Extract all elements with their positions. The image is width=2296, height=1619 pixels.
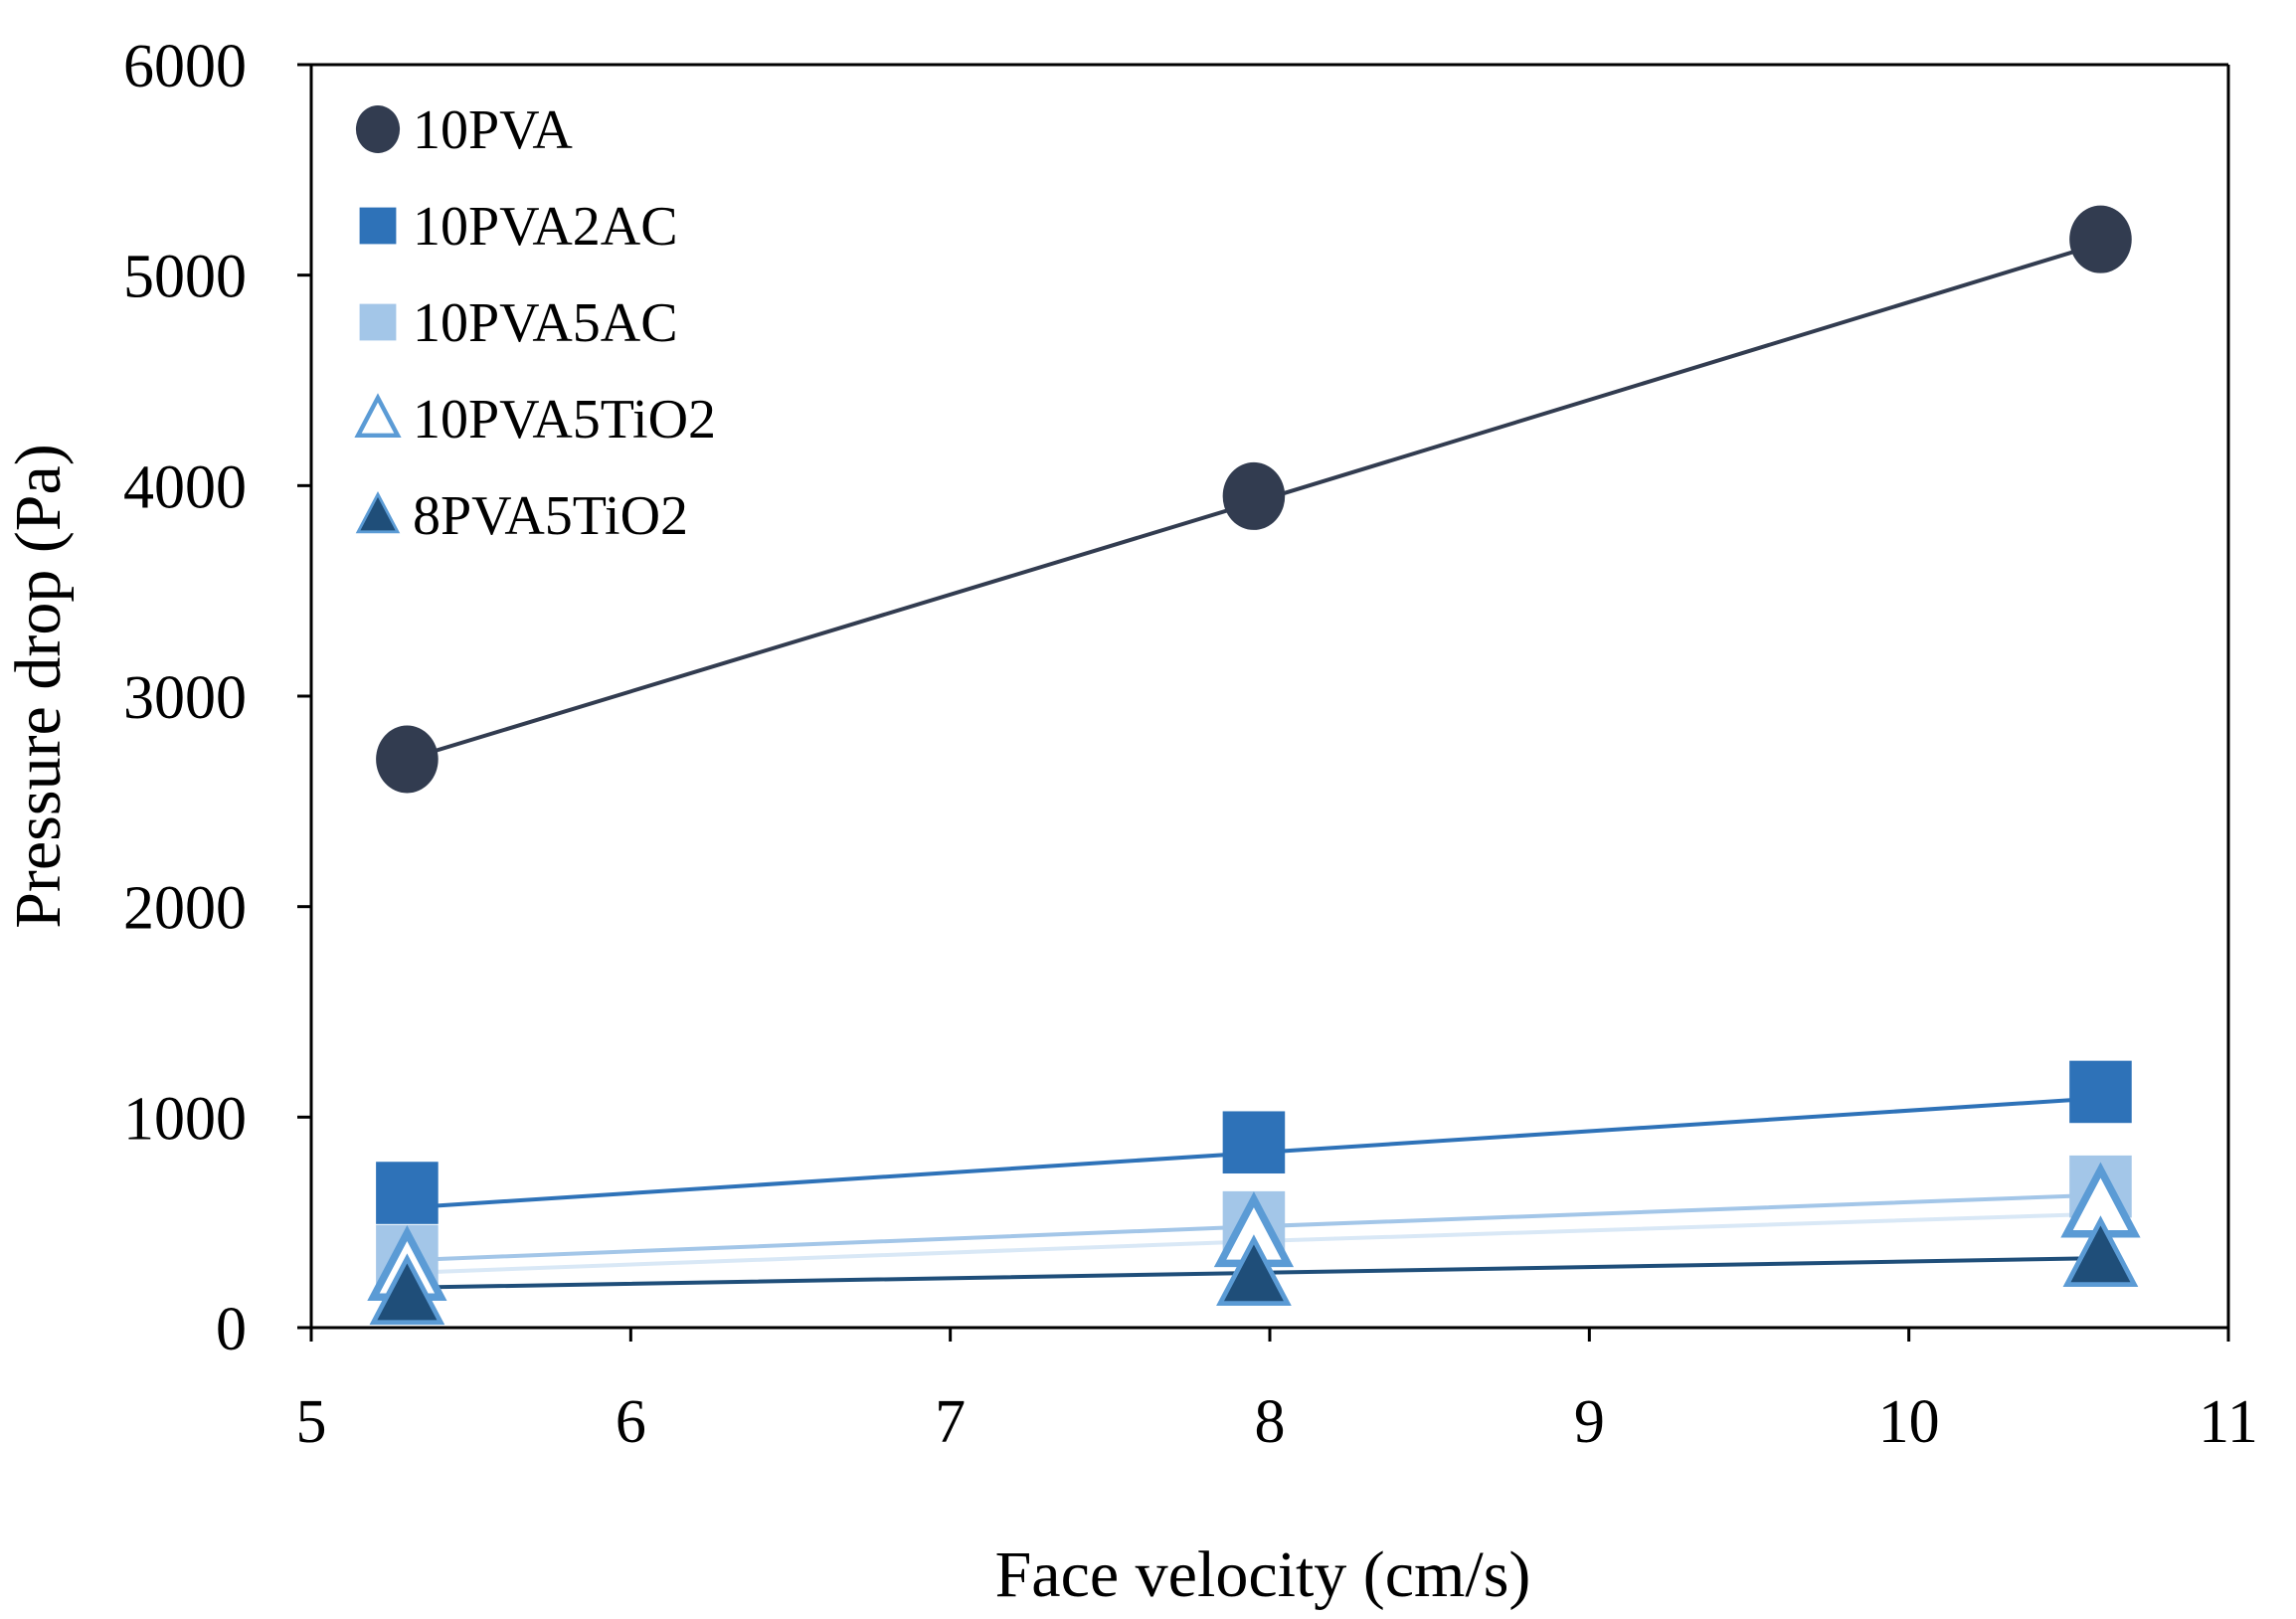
x-tick-label: 6 (616, 1388, 646, 1456)
data-point-8PVA5TiO2 (1216, 1234, 1292, 1307)
data-point-10PVA2AC (376, 1162, 439, 1224)
y-tick-label: 2000 (123, 875, 247, 943)
x-tick-label: 10 (1878, 1388, 1940, 1456)
x-tick-label: 7 (935, 1388, 966, 1456)
legend-label: 10PVA2AC (413, 196, 678, 258)
data-point-8PVA5TiO2 (369, 1253, 445, 1326)
legend-marker-10PVA (355, 105, 401, 153)
y-tick-label: 5000 (123, 244, 247, 311)
data-point-10PVA2AC (1222, 1111, 1286, 1174)
y-ticks: 0 1000 2000 3000 4000 5000 6000 (123, 33, 311, 1363)
y-tick-label: 1000 (123, 1085, 247, 1153)
legend-label: 8PVA5TiO2 (413, 485, 688, 547)
y-tick-label: 3000 (123, 664, 247, 732)
plot-area: 5 6 7 8 9 10 11 0 1000 2000 3000 4000 5000 6000 (123, 33, 2258, 1456)
legend-item: 8PVA5TiO2 (355, 485, 688, 547)
data-point-10PVA (2069, 205, 2132, 273)
legend-item: 10PVA2AC (359, 196, 678, 258)
data-point-10PVA (376, 725, 439, 794)
y-tick-label: 0 (216, 1296, 247, 1363)
legend-item: 10PVA (355, 99, 573, 161)
legend-item: 10PVA5TiO2 (354, 389, 716, 450)
data-point-10PVA2AC (2069, 1060, 2132, 1124)
data-markers (367, 205, 2141, 1326)
x-axis-title: Face velocity (cm/s) (995, 1538, 1531, 1611)
y-axis-title: Pressure drop (Pa) (2, 444, 75, 929)
x-tick-label: 11 (2199, 1388, 2258, 1456)
legend-label: 10PVA5TiO2 (413, 389, 716, 450)
legend-marker-10PVA5TiO2 (354, 393, 402, 438)
data-point-8PVA5TiO2 (2062, 1215, 2139, 1287)
y-tick-label: 4000 (123, 453, 247, 521)
x-tick-label: 9 (1574, 1388, 1605, 1456)
legend-marker-10PVA2AC (359, 207, 397, 245)
y-tick-label: 6000 (123, 33, 247, 100)
x-ticks: 5 6 7 8 9 10 11 (296, 1328, 2258, 1456)
legend-label: 10PVA5AC (413, 292, 678, 354)
legend-marker-10PVA5AC (359, 303, 397, 341)
legend-label: 10PVA (413, 99, 573, 161)
x-tick-label: 5 (296, 1388, 327, 1456)
x-tick-label: 8 (1255, 1388, 1286, 1456)
data-point-10PVA (1222, 461, 1286, 530)
legend: 10PVA 10PVA2AC 10PVA5AC 10PVA5TiO2 8PVA5TiO2 (354, 99, 716, 547)
legend-item: 10PVA5AC (359, 292, 678, 354)
legend-marker-8PVA5TiO2 (355, 491, 401, 534)
